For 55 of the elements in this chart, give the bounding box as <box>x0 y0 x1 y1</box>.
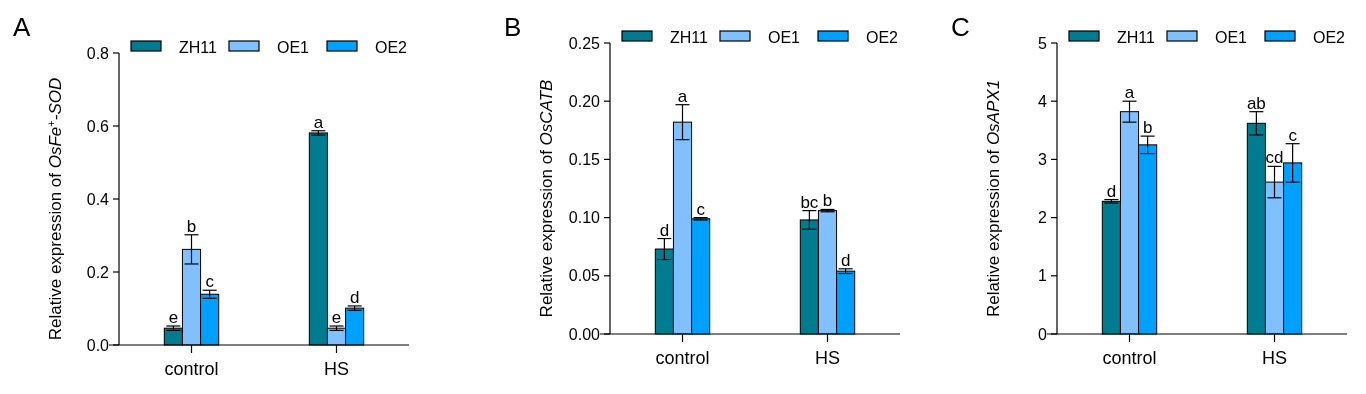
data-label: a <box>677 86 688 106</box>
data-label: a <box>1124 83 1135 103</box>
y-tick-label: 0.05 <box>568 267 601 285</box>
y-tick-label: 0.2 <box>86 263 110 281</box>
x-tick-label: HS <box>1261 348 1288 368</box>
chart-title: C <box>951 12 970 42</box>
y-tick-label: 0.00 <box>568 325 601 343</box>
data-label: cd <box>1265 148 1284 168</box>
data-label: d <box>1106 181 1117 201</box>
y-tick-label: 0.4 <box>86 190 110 208</box>
y-tick-label: 0.15 <box>568 151 601 168</box>
x-tick-label: HS <box>814 348 841 368</box>
x-tick-label: control <box>164 359 219 379</box>
data-label: b <box>1142 118 1153 138</box>
x-tick-label: control <box>1102 348 1157 368</box>
data-label: d <box>659 220 670 240</box>
legend-label: OE2 <box>375 38 408 56</box>
x-tick-label: HS <box>323 359 350 379</box>
data-label: c <box>205 272 215 292</box>
chart-title: B <box>504 12 522 42</box>
data-label: ab <box>1246 93 1266 113</box>
y-tick-label: 0.20 <box>568 92 601 110</box>
legend-label: OE1 <box>277 38 310 56</box>
y-axis-title: Relative expression of OsCATB <box>537 79 556 318</box>
data-label: c <box>696 199 706 219</box>
legend-label: OE1 <box>1215 28 1248 46</box>
y-tick-label: 0.25 <box>568 34 601 52</box>
data-label: c <box>1288 125 1298 145</box>
y-tick-label: 1 <box>1038 267 1048 285</box>
y-tick-label: 0.10 <box>568 209 601 227</box>
y-tick-label: 4 <box>1038 92 1048 110</box>
legend-label: ZH11 <box>670 28 709 46</box>
data-label: e <box>331 308 342 328</box>
legend-label: ZH11 <box>1117 28 1156 46</box>
data-label: d <box>349 287 360 307</box>
data-label: b <box>186 216 197 236</box>
x-tick-label: control <box>655 348 710 368</box>
legend-label: ZH11 <box>179 38 218 56</box>
y-axis-title: Relative expression of OsAPX1 <box>984 79 1003 318</box>
data-label: bc <box>800 192 819 212</box>
y-tick-label: 3 <box>1038 151 1048 168</box>
data-label: e <box>168 308 179 328</box>
y-tick-label: 0.0 <box>86 336 110 354</box>
data-label: b <box>822 191 833 211</box>
y-tick-label: 0.6 <box>86 117 110 135</box>
data-label: a <box>313 112 324 132</box>
y-tick-label: 0 <box>1038 325 1048 343</box>
y-tick-label: 2 <box>1038 209 1048 227</box>
legend-label: OE1 <box>768 28 801 46</box>
data-label: d <box>840 250 851 270</box>
y-tick-label: 5 <box>1038 34 1048 52</box>
y-tick-label: 0.8 <box>86 44 110 62</box>
legend-label: OE2 <box>1313 28 1346 46</box>
legend-label: OE2 <box>866 28 899 46</box>
chart-title: A <box>13 12 31 42</box>
